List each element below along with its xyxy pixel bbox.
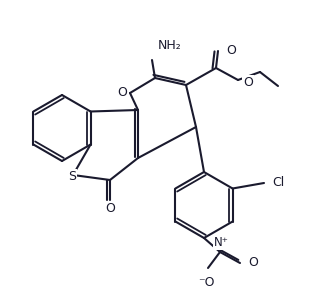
Text: O: O [117,86,127,100]
Text: ⁻O: ⁻O [198,276,214,289]
Text: Cl: Cl [272,176,284,190]
Text: NH₂: NH₂ [158,39,182,52]
Text: O: O [105,202,115,214]
Text: O: O [226,45,236,57]
Text: N⁺: N⁺ [214,236,229,249]
Text: O: O [243,76,253,88]
Text: O: O [248,256,258,270]
Text: S: S [68,169,76,183]
